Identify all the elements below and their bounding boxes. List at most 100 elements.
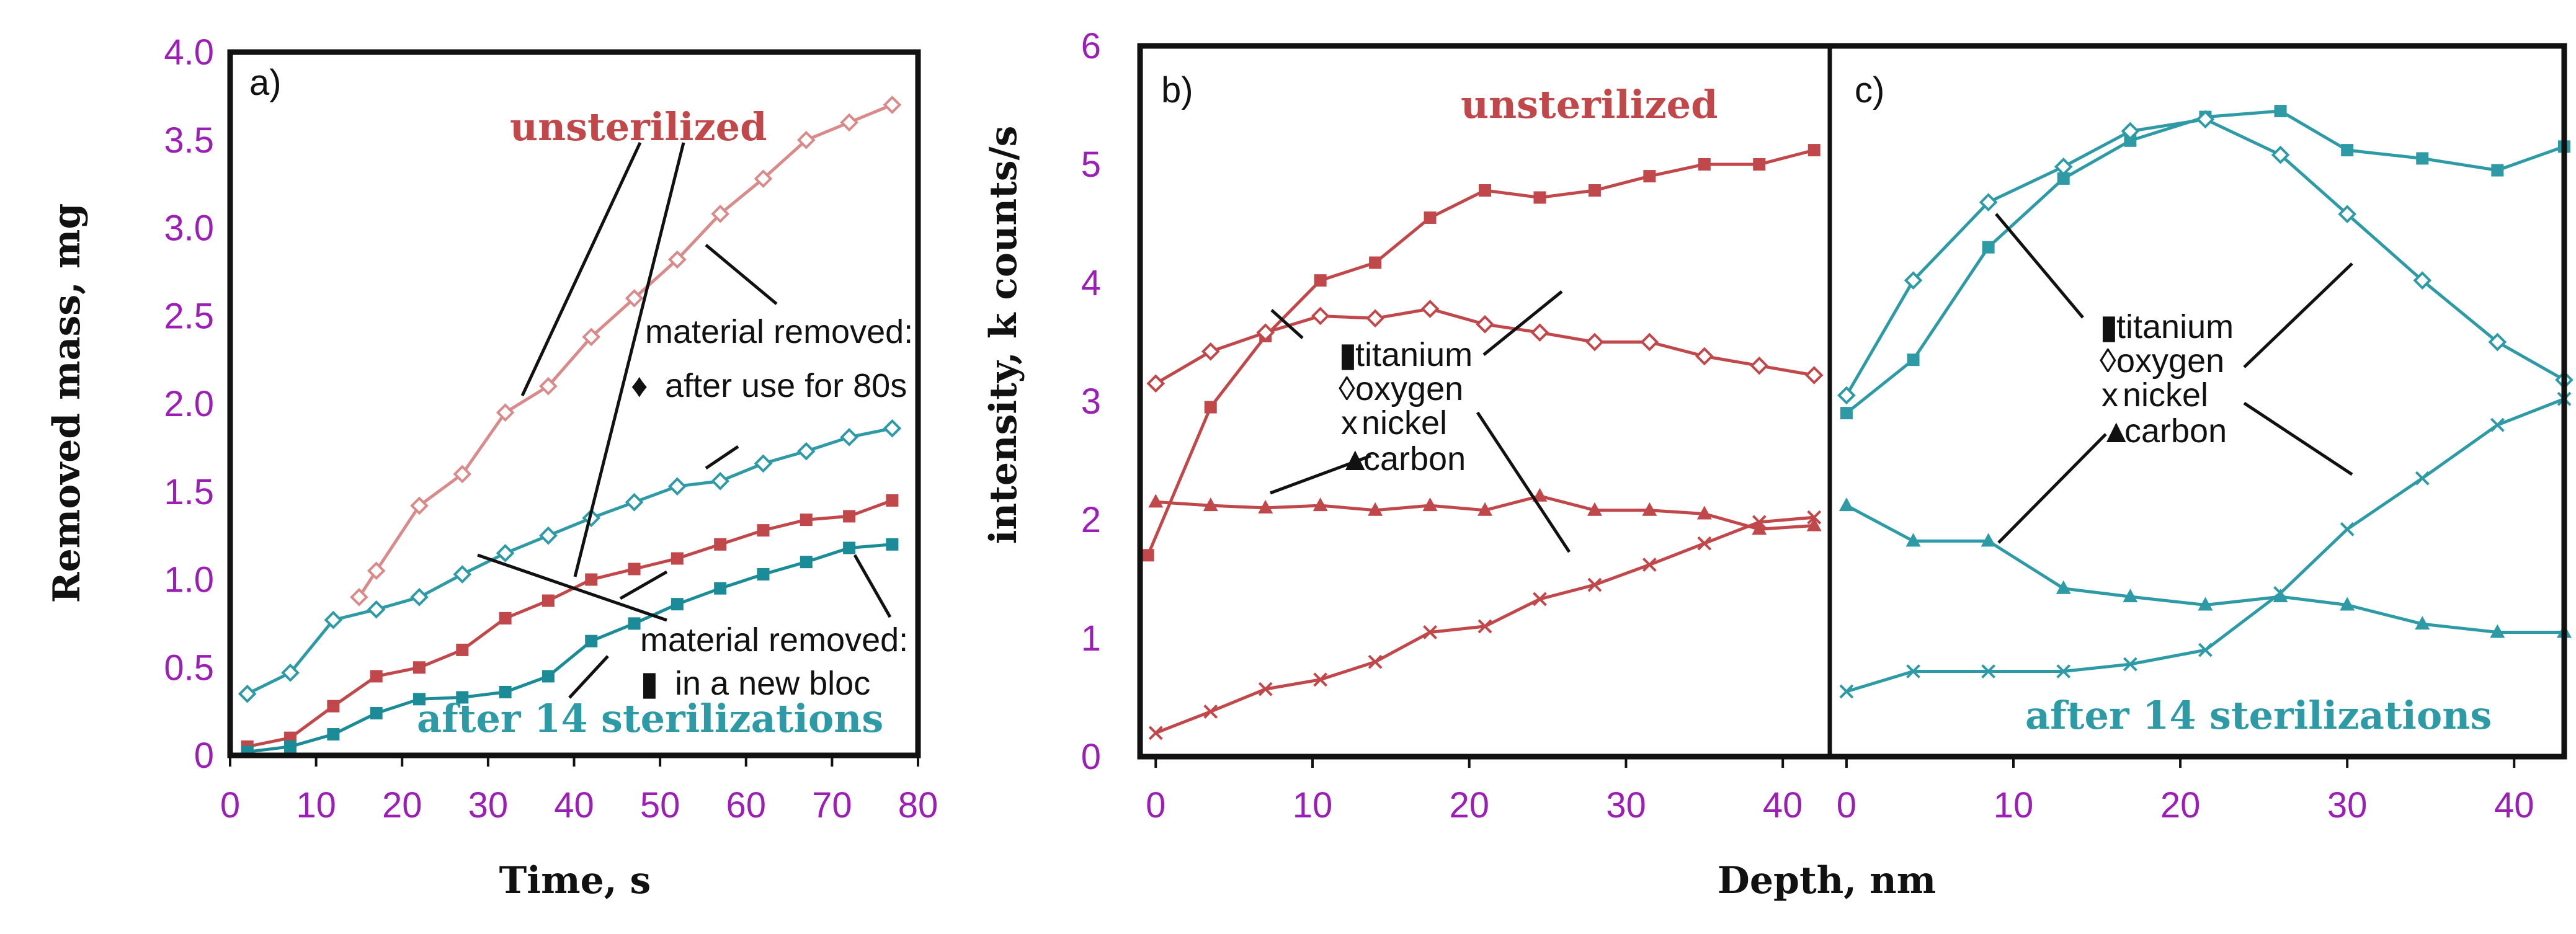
data-point [1313,672,1328,687]
series-line [246,427,893,696]
data-point [1476,315,1494,334]
data-point [628,563,641,576]
data-point [2415,616,2430,630]
panel-b-y-axis-title: intensity, k counts/s [982,126,1025,545]
y-tick-label: 2.5 [164,296,214,336]
data-point [370,706,383,719]
data-point [1420,300,1440,318]
panel-b-legend: ▮ titanium ◊ oxygen x nickel ▲ carbon [1339,336,1473,478]
data-point [1368,502,1383,516]
data-point [668,250,687,269]
panel-b-label: b) [1161,70,1193,110]
data-point [714,538,727,551]
data-point [628,617,641,630]
data-point [1314,274,1327,287]
oxygen-marker-icon: ◊ [1339,370,1355,407]
x-tick-label: 0 [220,785,240,825]
data-point [499,685,512,698]
data-point [2271,145,2290,164]
data-point [2491,164,2504,177]
y-tick-label: 3.0 [164,208,214,249]
data-point [1422,497,1438,512]
data-point [1204,401,1217,414]
panel-b-c-frame [1137,43,2567,760]
data-point [410,588,429,607]
data-point [1642,502,1657,516]
data-point [281,663,300,682]
y-tick-label: 1.5 [164,472,214,512]
data-point [840,113,858,132]
x-tick-label: 10 [1293,785,1333,825]
annotation-after-use: material removed: ♦ after use for 80s [631,313,913,404]
panel-c-legend: ▮ titanium ◊ oxygen x nickel ▲ carbon [2100,308,2234,450]
data-point [1905,533,1921,547]
data-point [754,454,773,473]
data-point [496,544,515,563]
x-tick-label: 40 [554,785,594,825]
legend-label: nickel [2123,376,2208,414]
data-point [1906,664,1920,678]
x-tick-label: 50 [640,785,680,825]
y-tick-label: 1.0 [164,560,214,600]
arrow [477,553,667,622]
series-nickel [1148,510,1822,741]
data-point [796,130,816,149]
data-point [711,204,729,223]
x-tick-label: 40 [2494,785,2534,825]
data-point [327,700,340,713]
data-point [582,327,601,347]
data-point [456,643,469,656]
data-point [1258,682,1273,696]
data-point [1642,558,1657,572]
panel-a-series-layer [238,96,902,758]
data-point [1981,533,1996,547]
data-point [2340,597,2355,611]
panel-c-series-layer [1837,105,2574,699]
legend-label: titanium [2116,308,2234,345]
arrow [705,445,739,470]
legend-label: carbon [1363,440,1466,478]
data-point [1640,332,1659,352]
arrow [853,554,892,618]
y-tick-label: 6 [1081,26,1101,66]
data-point [1753,158,1766,171]
data-point [757,524,770,537]
data-point [284,740,297,753]
panel-a-y-axis-title: Removed mass, mg [45,203,89,603]
data-point [2273,589,2288,603]
data-point [539,376,558,396]
data-point [1750,356,1769,375]
titanium-marker-icon: ▮ [2100,308,2118,345]
data-point [2490,624,2505,638]
panel-b: 0 10 20 30 40 0 1 2 3 4 5 6 b) unsterilized ▮ titan… [982,26,1824,825]
data-point [2198,643,2213,657]
data-point [1148,494,1164,508]
data-point [1752,521,1767,535]
data-point [625,289,644,308]
data-point [800,514,813,527]
panel-a: 0 10 20 30 40 50 60 70 80 0 0.5 1.0 1.5 2.0 2.5 3.0 3.5 4… [45,32,938,902]
data-point [796,442,816,461]
data-point [1203,705,1218,719]
x-tick-label: 30 [468,785,509,825]
y-tick-label: 4 [1081,263,1101,303]
series-oxygen [1146,300,1824,393]
data-point [1804,366,1824,385]
y-tick-label: 3 [1081,381,1101,422]
x-tick-label: 20 [2160,785,2201,825]
data-point [886,494,899,507]
panel-a-unsterilized-label: unsterilized [510,104,767,149]
data-point [757,567,770,580]
data-point [1369,256,1382,269]
data-point [1479,184,1491,197]
arrow [1997,433,2107,544]
arrow [1476,411,1571,553]
series-after-14-sterilizations-after-use-for-80s [238,419,902,703]
data-point [2124,134,2137,147]
data-point [412,693,426,706]
data-point [1807,510,1822,525]
arrow [619,570,668,600]
data-point [1148,726,1163,741]
panel-a-tick-labels: 0 10 20 30 40 50 60 70 80 0 0.5 1.0 1.5 2.0 2.5 3.0 3.5 4… [164,32,938,825]
